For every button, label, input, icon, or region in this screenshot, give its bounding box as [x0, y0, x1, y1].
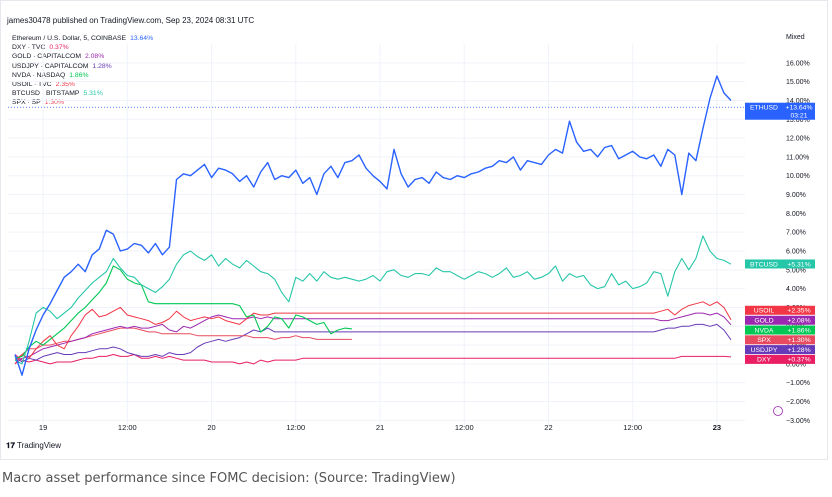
- series-line-ethusd: [14, 75, 732, 376]
- price-tag-value-bg: [783, 102, 815, 120]
- x-tick-label: 12:00: [455, 423, 474, 432]
- x-tick-label: 12:00: [623, 423, 642, 432]
- x-tick-label: 12:00: [286, 423, 305, 432]
- series-line-spx: [14, 327, 352, 361]
- x-tick-label: 22: [544, 423, 552, 432]
- price-tag-value: +2.08%: [787, 318, 810, 325]
- series-line-gold: [14, 312, 732, 365]
- y-tick-label: 10.00%: [786, 173, 810, 180]
- price-tag-ethusd: [745, 102, 783, 120]
- y-tick-label: 5.00%: [786, 267, 806, 274]
- price-tag-spx: [745, 335, 783, 345]
- price-tag-value-bg: [783, 345, 815, 355]
- price-tag-name: USOIL: [754, 308, 775, 315]
- x-tick-label: 21: [376, 423, 384, 432]
- y-tick-label: −2.00%: [786, 399, 810, 406]
- legend-item-dxy[interactable]: DXY · TVC 0.37%: [12, 44, 69, 52]
- series-line-usdjpy: [14, 323, 732, 363]
- y-tick-label: −3.00%: [786, 418, 810, 425]
- legend-item-usoil[interactable]: USOIL · TVC 2.35%: [12, 81, 75, 89]
- chart-plot[interactable]: 16.00% 15.00% 14.00% 13.00% 12.00% 11.00% 10.0…: [0, 0, 832, 440]
- price-tag-btcusd: [745, 259, 783, 269]
- y-tick-label: 7.00%: [786, 230, 806, 237]
- y-tick-label: 14.00%: [786, 98, 810, 105]
- x-tick-label: 12:00: [118, 423, 137, 432]
- price-tag-value-bg: [783, 315, 815, 325]
- price-tag-name: BTCUSD: [750, 261, 778, 268]
- tradingview-logo: 𝟏𝟕 TradingView: [6, 441, 61, 451]
- tv-logo-icon: 𝟏𝟕: [6, 441, 15, 450]
- series-line-dxy: [14, 354, 732, 365]
- y-tick-label: −1.00%: [786, 380, 810, 387]
- price-tag-name: ETHUSD: [750, 105, 778, 112]
- price-tag-name: USDJPY: [751, 347, 778, 354]
- legend-item-spx[interactable]: SPX · SP 1.30%: [12, 99, 64, 107]
- price-tag-nvda: [745, 325, 783, 335]
- price-tag-value: +0.37%: [787, 357, 810, 364]
- legend-item-nvda[interactable]: NVDA · NASDAQ 1.86%: [12, 71, 89, 79]
- legend-item-gold[interactable]: GOLD · CAPITALCOM 2.08%: [12, 53, 105, 61]
- y-tick-label: 4.00%: [786, 286, 806, 293]
- y-tick-label: 0.00%: [786, 361, 806, 368]
- price-tag-usoil: [745, 305, 783, 315]
- y-tick-label: 8.00%: [786, 211, 806, 218]
- legend-item-eth[interactable]: Ethereum / U.S. Dollar, 5, COINBASE 13.64…: [12, 35, 154, 42]
- price-tag-countdown: 03:21: [790, 113, 807, 120]
- price-tag-usdjpy: [745, 345, 783, 355]
- price-tag-value: +1.30%: [787, 337, 810, 344]
- price-tag-name: DXY: [757, 357, 771, 364]
- price-tag-value: +2.35%: [787, 308, 810, 315]
- legend-item-btc[interactable]: BTCUSD · BITSTAMP 5.31%: [12, 90, 103, 98]
- price-tag-value-bg: [783, 259, 815, 269]
- legend-item-usdjpy[interactable]: USDJPY · CAPITALCOM 1.28%: [12, 62, 112, 70]
- x-tick-label: 23: [713, 423, 721, 432]
- y-tick-label: 11.00%: [786, 154, 809, 161]
- price-tag-name: SPX: [757, 337, 771, 344]
- x-tick-label: 19: [39, 423, 47, 432]
- price-tag-dxy: [745, 354, 783, 364]
- y-tick-label: 16.00%: [786, 60, 810, 67]
- price-tag-value: +5.31%: [787, 261, 810, 268]
- series-line-btcusd: [14, 235, 732, 365]
- figure-caption: Macro asset performance since FOMC decis…: [2, 471, 456, 486]
- chart-frame: [0, 0, 828, 460]
- price-tag-value-bg: [783, 354, 815, 364]
- price-tag-value-bg: [783, 325, 815, 335]
- price-tag-gold: [745, 315, 783, 325]
- series-line-usoil: [14, 301, 732, 365]
- y-tick-label: 12.00%: [786, 136, 810, 143]
- event-marker-icon: [773, 406, 783, 416]
- y-tick-label: 15.00%: [786, 79, 810, 86]
- price-tag-value-bg: [783, 305, 815, 315]
- price-tag-name: NVDA: [755, 327, 774, 334]
- price-tag-name: GOLD: [754, 318, 773, 325]
- series-legend: Ethereum / U.S. Dollar, 5, COINBASE 13.64…: [12, 34, 153, 108]
- price-tag-value: +1.86%: [787, 327, 810, 334]
- x-tick-label: 20: [207, 423, 215, 432]
- price-tag-value-bg: [783, 335, 815, 345]
- brand-label: TradingView: [16, 441, 62, 450]
- y-tick-label: 6.00%: [786, 248, 806, 255]
- price-tag-value: +13.64%: [785, 105, 812, 112]
- series-line-nvda: [14, 265, 352, 359]
- y-tick-label: 9.00%: [786, 192, 806, 199]
- price-tag-value: +1.28%: [787, 347, 810, 354]
- y-tick-label: 13.00%: [786, 117, 810, 124]
- attribution-text: james30478 published on TradingView.com,…: [7, 16, 255, 25]
- scale-mode-label[interactable]: Mixed: [786, 34, 805, 41]
